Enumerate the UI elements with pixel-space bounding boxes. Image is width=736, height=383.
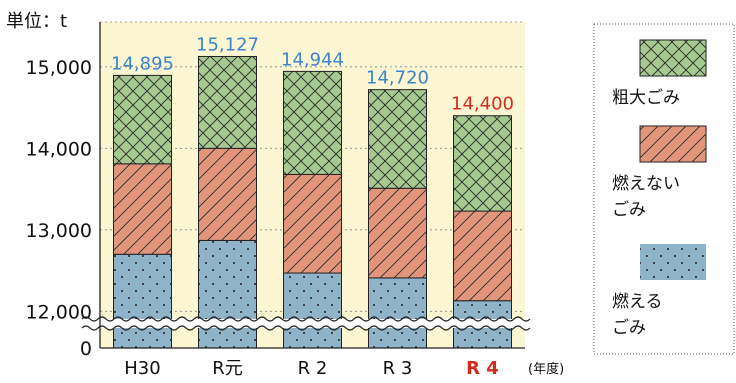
legend-swatch	[639, 39, 707, 77]
bar-segment	[198, 239, 257, 349]
bar-segment	[283, 272, 342, 349]
y-tick-label: 0	[80, 338, 92, 360]
x-axis-label: (年度)	[528, 361, 564, 377]
legend-label: 燃える	[612, 292, 663, 312]
data-label-total: 15,127	[196, 34, 259, 55]
x-tick-label: R 4	[466, 358, 499, 379]
bar-segment	[198, 55, 257, 149]
data-label-total: 14,944	[281, 49, 344, 70]
legend-swatch	[639, 125, 707, 163]
bar-segment	[283, 70, 342, 175]
y-tick-label: 13,000	[26, 220, 92, 242]
bar-segment	[113, 253, 172, 349]
bar-segment	[453, 115, 512, 212]
bar-segment	[368, 277, 427, 349]
unit-label: 単位：t	[6, 11, 67, 32]
data-label-total: 14,720	[366, 68, 429, 89]
bar-segment	[198, 147, 257, 241]
bar-segment	[368, 89, 427, 189]
x-tick-label: R 2	[298, 358, 328, 379]
bar-segment	[368, 187, 427, 279]
x-tick-label: R元	[212, 358, 243, 379]
bar-stack-group	[113, 55, 512, 349]
legend-label: ごみ	[612, 200, 646, 220]
data-label-total: 14,895	[111, 53, 174, 74]
legend-label: 燃えない	[612, 174, 680, 194]
y-tick-label: 15,000	[26, 57, 92, 79]
legend-box	[593, 23, 735, 355]
y-tick-label: 14,000	[26, 138, 92, 160]
bar-segment	[453, 210, 512, 302]
legend-label: ごみ	[612, 318, 646, 338]
axis-break-wave	[81, 325, 531, 331]
axis-break-wave	[81, 316, 531, 322]
data-label-total: 14,400	[451, 94, 514, 115]
axis-break-markers	[81, 316, 531, 331]
x-tick-label: H30	[124, 358, 160, 379]
total-labels: 14,895 15,127 14,944 14,720 14,400	[111, 34, 514, 114]
bar-segment	[283, 173, 342, 274]
y-tick-label: 12,000	[26, 301, 92, 323]
axis-break-gap	[100, 319, 525, 328]
legend-swatch	[640, 244, 706, 280]
y-tick-labels: 15,000 14,000 13,000 12,000 0	[26, 57, 92, 360]
x-tick-labels: H30 R元 R 2 R 3 R 4	[124, 358, 499, 379]
bar-segment	[113, 163, 172, 255]
x-tick-label: R 3	[383, 358, 413, 379]
bar-segment	[113, 74, 172, 165]
legend-label: 粗大ごみ	[612, 88, 680, 108]
